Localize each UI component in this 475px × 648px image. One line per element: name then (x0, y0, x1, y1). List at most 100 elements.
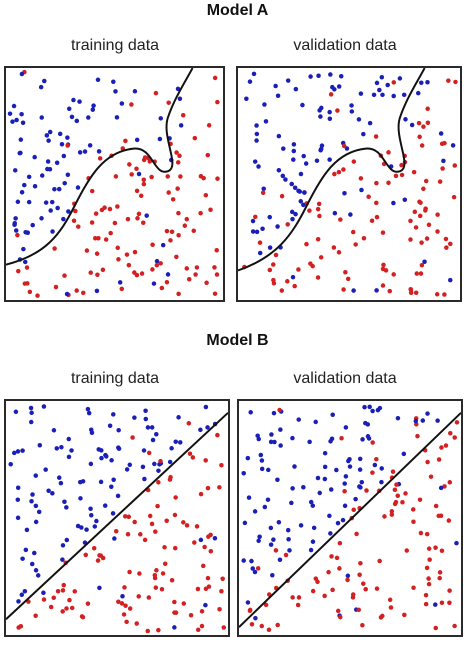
blue-point (71, 97, 76, 103)
blue-point (258, 452, 264, 458)
red-point (408, 237, 413, 242)
blue-point (165, 272, 171, 277)
blue-point (248, 410, 253, 415)
blue-point (39, 115, 44, 120)
red-point (353, 242, 358, 247)
red-point (411, 519, 416, 524)
blue-point (143, 416, 149, 422)
red-point (351, 159, 357, 164)
red-point (84, 248, 90, 253)
blue-point (32, 154, 37, 160)
red-point (377, 558, 382, 564)
blue-point (275, 477, 280, 483)
blue-point (43, 200, 49, 205)
blue-point (328, 487, 334, 492)
red-point (343, 270, 348, 275)
blue-point (104, 454, 109, 459)
red-point (217, 485, 222, 490)
red-point (331, 245, 337, 250)
blue-point (283, 177, 288, 182)
blue-point (145, 425, 151, 430)
blue-point (290, 435, 295, 441)
blue-point (338, 73, 344, 79)
blue-point (349, 109, 355, 114)
blue-point (51, 428, 57, 433)
red-point (167, 477, 173, 482)
red-point (71, 218, 77, 224)
red-point (113, 529, 119, 534)
blue-point (157, 136, 163, 142)
red-point (438, 513, 444, 518)
blue-point (89, 427, 94, 432)
blue-point (308, 74, 313, 79)
red-point (134, 188, 140, 194)
blue-point (296, 188, 301, 194)
blue-point (56, 186, 62, 192)
red-point (253, 214, 258, 220)
model-a-title: Model A (206, 2, 269, 19)
red-point (221, 625, 227, 630)
blue-point (256, 538, 261, 544)
blue-point (267, 214, 272, 220)
blue-point (33, 473, 39, 478)
blue-point (114, 115, 120, 120)
red-point (437, 575, 442, 581)
blue-point (276, 519, 282, 525)
blue-point (82, 149, 88, 154)
blue-point (65, 135, 70, 140)
red-point (215, 99, 220, 105)
blue-point (289, 209, 295, 215)
red-point (341, 143, 347, 149)
red-point (174, 254, 179, 260)
red-point (358, 560, 363, 566)
red-point (354, 531, 359, 537)
blue-point (30, 222, 35, 228)
blue-point (140, 464, 146, 470)
blue-point (19, 71, 25, 77)
red-point (443, 443, 449, 448)
red-point (166, 100, 171, 105)
blue-point (259, 466, 265, 472)
blue-point (78, 496, 83, 501)
red-point (318, 255, 324, 260)
red-point (436, 457, 442, 462)
red-point (100, 555, 106, 561)
red-point (296, 595, 302, 600)
red-point (67, 597, 72, 603)
red-point (417, 213, 423, 219)
red-point (64, 606, 69, 611)
red-point (391, 80, 397, 85)
red-point (338, 614, 343, 620)
blue-point (110, 511, 116, 516)
blue-point (15, 449, 21, 454)
red-point (126, 262, 132, 268)
blue-point (379, 479, 384, 485)
red-point (440, 166, 445, 171)
red-point (137, 571, 142, 576)
blue-point (322, 464, 328, 470)
red-point (62, 273, 67, 278)
red-point (304, 241, 309, 247)
blue-point (278, 427, 283, 432)
red-point (332, 171, 337, 177)
red-point (411, 507, 416, 512)
blue-point (69, 448, 74, 453)
blue-point (275, 93, 281, 98)
red-point (198, 173, 204, 179)
blue-point (242, 520, 248, 526)
red-point (181, 520, 186, 525)
blue-point (327, 157, 332, 162)
red-point (55, 588, 61, 594)
red-point (195, 586, 201, 592)
model-a-training-label: training data (70, 37, 160, 54)
blue-point (33, 519, 39, 525)
red-point (184, 266, 190, 271)
red-point (381, 262, 386, 268)
blue-point (50, 229, 55, 234)
blue-point (281, 146, 286, 151)
red-point (292, 283, 297, 289)
red-point (358, 176, 364, 181)
red-point (93, 211, 99, 216)
red-point (212, 265, 217, 270)
blue-point (56, 475, 62, 480)
